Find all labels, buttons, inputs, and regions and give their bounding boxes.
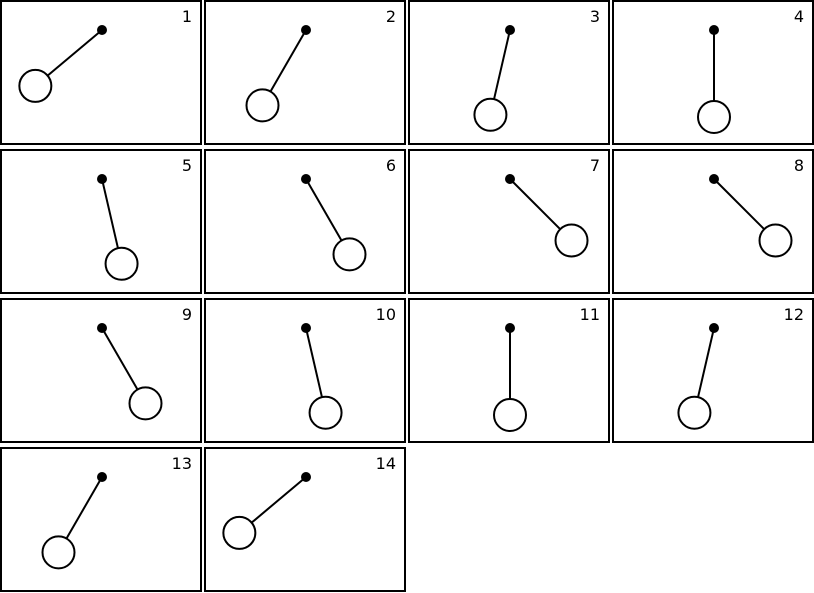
frame-number: 3 [589, 7, 600, 26]
pendulum-bob [222, 515, 257, 550]
pendulum-rod [101, 327, 139, 390]
pendulum-pivot [97, 25, 107, 35]
pendulum-pivot [301, 472, 311, 482]
pendulum-drawing [245, 25, 311, 123]
pendulum-frame: 4 [612, 0, 814, 145]
pendulum-bob [245, 88, 280, 123]
pendulum-bob [554, 223, 589, 258]
pendulum-bob [473, 97, 508, 132]
frame-number: 8 [793, 156, 804, 175]
pendulum-frame: 6 [204, 149, 406, 294]
pendulum-frame: 9 [0, 298, 202, 443]
frame-number: 5 [181, 156, 192, 175]
pendulum-frame: 8 [612, 149, 814, 294]
pendulum-drawing [677, 323, 719, 430]
pendulum-pivot [301, 323, 311, 333]
pendulum-pivot [505, 323, 515, 333]
pendulum-drawing [97, 174, 139, 281]
pendulum-pivot [505, 25, 515, 35]
pendulum-pivot [97, 323, 107, 333]
pendulum-frame: 3 [408, 0, 610, 145]
pendulum-frame: 7 [408, 149, 610, 294]
frame-number: 11 [579, 305, 600, 324]
pendulum-pivot [505, 174, 515, 184]
pendulum-drawing [301, 174, 367, 272]
pendulum-frame: 11 [408, 298, 610, 443]
pendulum-rod [250, 476, 307, 524]
pendulum-pivot [301, 174, 311, 184]
pendulum-rod [697, 327, 715, 398]
pendulum-drawing [473, 25, 515, 132]
pendulum-rod [46, 29, 103, 77]
pendulum-frame: 12 [612, 298, 814, 443]
pendulum-drawing [97, 323, 163, 421]
pendulum-frame: 1 [0, 0, 202, 145]
pendulum-pivot [301, 25, 311, 35]
pendulum-pivot [709, 174, 719, 184]
frame-number: 7 [589, 156, 600, 175]
frame-number: 2 [385, 7, 396, 26]
frame-number: 4 [793, 7, 804, 26]
pendulum-rod [305, 327, 323, 398]
frame-number: 12 [783, 305, 804, 324]
pendulum-frame: 13 [0, 447, 202, 592]
pendulum-bob [493, 398, 527, 432]
pendulum-bob [677, 395, 712, 430]
pendulum-frame: 2 [204, 0, 406, 145]
pendulum-bob [332, 237, 367, 272]
pendulum-rod [305, 178, 343, 241]
frame-number: 1 [181, 7, 192, 26]
pendulum-pivot [709, 25, 719, 35]
pendulum-rod [101, 178, 119, 249]
pendulum-bob [41, 535, 76, 570]
pendulum-bob [758, 223, 793, 258]
frame-number: 13 [171, 454, 192, 473]
pendulum-bob [128, 386, 163, 421]
pendulum-bob [104, 246, 139, 281]
pendulum-bob [308, 395, 343, 430]
pendulum-drawing [301, 323, 343, 430]
pendulum-drawing [222, 472, 311, 550]
pendulum-bob [697, 100, 731, 134]
pendulum-rod [493, 29, 511, 100]
pendulum-pivot [97, 472, 107, 482]
pendulum-drawing [41, 472, 107, 570]
pendulum-frame: 5 [0, 149, 202, 294]
pendulum-drawing [505, 174, 589, 258]
pendulum-pivot [97, 174, 107, 184]
frame-number: 14 [375, 454, 396, 473]
frame-number: 6 [385, 156, 396, 175]
pendulum-rod [269, 29, 307, 92]
pendulum-frame: 10 [204, 298, 406, 443]
pendulum-drawing [697, 25, 731, 134]
frame-number: 9 [181, 305, 192, 324]
pendulum-pivot [709, 323, 719, 333]
pendulum-bob [18, 68, 53, 103]
pendulum-frame: 14 [204, 447, 406, 592]
pendulum-rod [65, 476, 103, 539]
pendulum-drawing [18, 25, 107, 103]
pendulum-rod [509, 178, 561, 230]
pendulum-rod [713, 178, 765, 230]
frame-number: 10 [375, 305, 396, 324]
pendulum-drawing [493, 323, 527, 432]
pendulum-drawing [709, 174, 793, 258]
